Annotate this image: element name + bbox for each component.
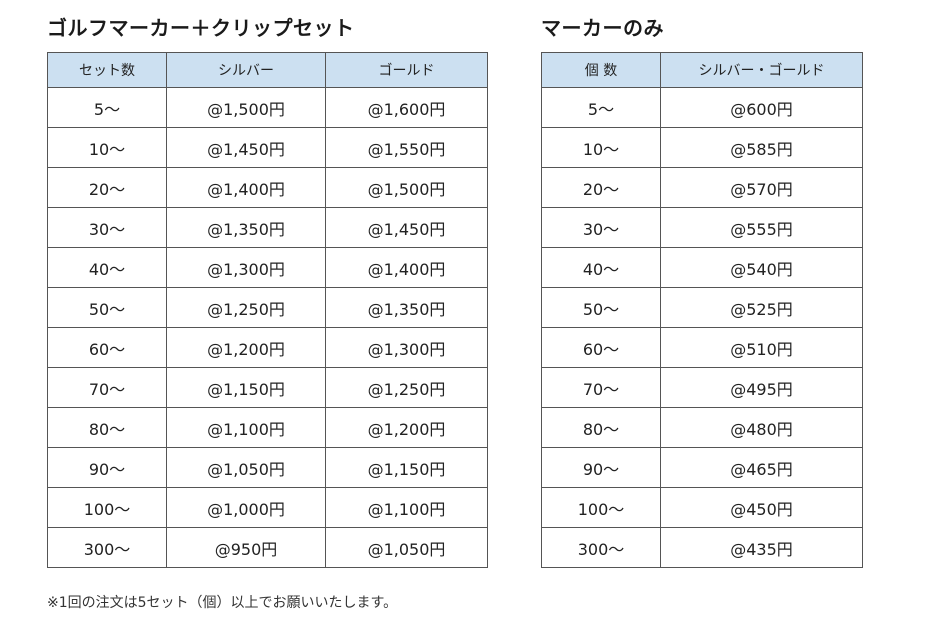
cell-set-count: 5〜	[47, 87, 167, 128]
set-price-table: セット数 シルバー ゴールド 5〜 @1,500円 @1,600円 10〜 @1,450…	[47, 52, 488, 568]
table-row: 60〜 @510円	[541, 327, 863, 368]
header-gold: ゴールド	[325, 52, 488, 88]
table-row: 40〜 @540円	[541, 247, 863, 288]
table-row: 50〜 @1,250円 @1,350円	[47, 287, 488, 328]
cell-gold-price: @1,500円	[325, 167, 488, 208]
set-table-title: ゴルフマーカー＋クリップセット	[47, 16, 355, 40]
cell-silver-price: @1,150円	[166, 367, 326, 408]
cell-set-count: 50〜	[47, 287, 167, 328]
cell-silver-price: @1,050円	[166, 447, 326, 488]
cell-marker-price: @465円	[660, 447, 863, 488]
table-row: 80〜 @480円	[541, 407, 863, 448]
table-row: 70〜 @1,150円 @1,250円	[47, 367, 488, 408]
cell-set-count: 40〜	[47, 247, 167, 288]
cell-set-count: 100〜	[47, 487, 167, 528]
table-row: 40〜 @1,300円 @1,400円	[47, 247, 488, 288]
table-row: 300〜 @950円 @1,050円	[47, 527, 488, 568]
table-row: 30〜 @555円	[541, 207, 863, 248]
cell-quantity: 70〜	[541, 367, 661, 408]
cell-quantity: 80〜	[541, 407, 661, 448]
cell-silver-price: @1,400円	[166, 167, 326, 208]
order-note: ※1回の注文は5セット（個）以上でお願いいたします。	[47, 595, 398, 611]
cell-silver-price: @1,000円	[166, 487, 326, 528]
cell-gold-price: @1,550円	[325, 127, 488, 168]
cell-marker-price: @525円	[660, 287, 863, 328]
cell-marker-price: @540円	[660, 247, 863, 288]
cell-set-count: 300〜	[47, 527, 167, 568]
table-row: 20〜 @570円	[541, 167, 863, 208]
cell-quantity: 60〜	[541, 327, 661, 368]
cell-marker-price: @570円	[660, 167, 863, 208]
cell-silver-price: @1,250円	[166, 287, 326, 328]
cell-set-count: 90〜	[47, 447, 167, 488]
marker-price-table: 個 数 シルバー・ゴールド 5〜 @600円 10〜 @585円 20〜 @570円 30〜…	[541, 52, 863, 568]
cell-gold-price: @1,400円	[325, 247, 488, 288]
header-silver-gold: シルバー・ゴールド	[660, 52, 863, 88]
cell-marker-price: @510円	[660, 327, 863, 368]
header-quantity: 個 数	[541, 52, 661, 88]
marker-table-title: マーカーのみ	[541, 16, 664, 40]
cell-quantity: 10〜	[541, 127, 661, 168]
table-header-row: セット数 シルバー ゴールド	[47, 52, 488, 88]
cell-gold-price: @1,350円	[325, 287, 488, 328]
table-row: 80〜 @1,100円 @1,200円	[47, 407, 488, 448]
table-row: 90〜 @465円	[541, 447, 863, 488]
cell-marker-price: @480円	[660, 407, 863, 448]
table-row: 20〜 @1,400円 @1,500円	[47, 167, 488, 208]
cell-silver-price: @1,300円	[166, 247, 326, 288]
cell-set-count: 70〜	[47, 367, 167, 408]
cell-marker-price: @555円	[660, 207, 863, 248]
cell-gold-price: @1,200円	[325, 407, 488, 448]
cell-gold-price: @1,450円	[325, 207, 488, 248]
header-silver: シルバー	[166, 52, 326, 88]
cell-quantity: 90〜	[541, 447, 661, 488]
table-header-row: 個 数 シルバー・ゴールド	[541, 52, 863, 88]
cell-quantity: 300〜	[541, 527, 661, 568]
table-row: 10〜 @585円	[541, 127, 863, 168]
cell-quantity: 40〜	[541, 247, 661, 288]
cell-set-count: 10〜	[47, 127, 167, 168]
cell-quantity: 30〜	[541, 207, 661, 248]
table-row: 300〜 @435円	[541, 527, 863, 568]
cell-silver-price: @1,100円	[166, 407, 326, 448]
cell-marker-price: @600円	[660, 87, 863, 128]
cell-silver-price: @1,450円	[166, 127, 326, 168]
cell-gold-price: @1,600円	[325, 87, 488, 128]
header-set-count: セット数	[47, 52, 167, 88]
cell-quantity: 5〜	[541, 87, 661, 128]
cell-gold-price: @1,250円	[325, 367, 488, 408]
cell-gold-price: @1,150円	[325, 447, 488, 488]
cell-quantity: 20〜	[541, 167, 661, 208]
table-row: 100〜 @450円	[541, 487, 863, 528]
table-row: 30〜 @1,350円 @1,450円	[47, 207, 488, 248]
cell-marker-price: @495円	[660, 367, 863, 408]
table-row: 70〜 @495円	[541, 367, 863, 408]
cell-quantity: 50〜	[541, 287, 661, 328]
table-row: 100〜 @1,000円 @1,100円	[47, 487, 488, 528]
cell-marker-price: @435円	[660, 527, 863, 568]
cell-silver-price: @1,500円	[166, 87, 326, 128]
cell-silver-price: @950円	[166, 527, 326, 568]
cell-set-count: 20〜	[47, 167, 167, 208]
cell-quantity: 100〜	[541, 487, 661, 528]
cell-silver-price: @1,350円	[166, 207, 326, 248]
cell-set-count: 30〜	[47, 207, 167, 248]
cell-set-count: 60〜	[47, 327, 167, 368]
cell-gold-price: @1,300円	[325, 327, 488, 368]
cell-set-count: 80〜	[47, 407, 167, 448]
table-row: 90〜 @1,050円 @1,150円	[47, 447, 488, 488]
table-row: 60〜 @1,200円 @1,300円	[47, 327, 488, 368]
cell-gold-price: @1,050円	[325, 527, 488, 568]
table-row: 5〜 @600円	[541, 87, 863, 128]
cell-gold-price: @1,100円	[325, 487, 488, 528]
cell-marker-price: @450円	[660, 487, 863, 528]
cell-marker-price: @585円	[660, 127, 863, 168]
table-row: 10〜 @1,450円 @1,550円	[47, 127, 488, 168]
cell-silver-price: @1,200円	[166, 327, 326, 368]
table-row: 5〜 @1,500円 @1,600円	[47, 87, 488, 128]
table-row: 50〜 @525円	[541, 287, 863, 328]
